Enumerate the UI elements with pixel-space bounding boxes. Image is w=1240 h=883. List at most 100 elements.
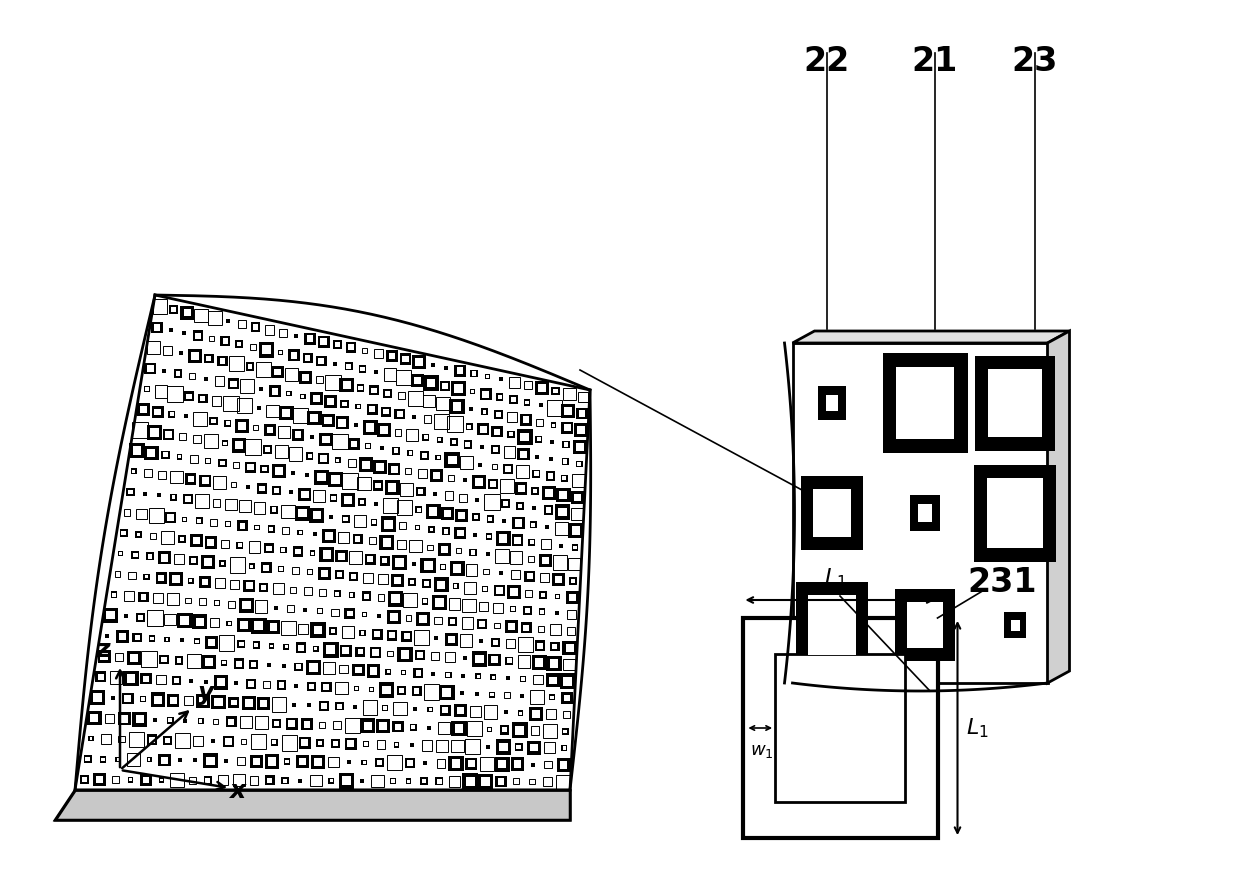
Bar [464,582,476,593]
Bar [370,667,377,675]
Bar [434,577,449,592]
Bar [510,606,516,612]
Bar [198,720,202,723]
Bar [503,446,516,457]
Bar [335,342,340,347]
Bar [269,527,273,532]
Bar [164,452,167,457]
Bar [362,592,371,601]
Bar [342,381,351,389]
Bar [557,488,570,502]
Bar [515,743,522,751]
Bar [456,530,464,537]
Bar [553,555,567,570]
Bar [412,686,422,696]
Bar [401,650,409,659]
Bar [159,777,164,782]
Bar [542,539,551,548]
Bar [86,757,91,761]
Bar [301,718,314,730]
Bar [513,760,521,768]
Bar [490,693,494,697]
Bar [386,390,391,396]
Bar [471,550,475,555]
Bar [174,369,182,378]
Bar [445,633,458,646]
Bar [475,692,479,696]
Bar [133,712,148,727]
Bar [347,610,352,616]
Bar [237,520,248,531]
Bar [547,400,563,416]
Bar [288,606,294,612]
Bar [295,432,301,438]
Bar [398,392,405,399]
Bar [319,433,332,446]
Bar [330,494,337,502]
Bar [1011,620,1019,630]
Bar [506,639,515,648]
Bar [140,406,148,413]
Bar [196,517,203,525]
Bar [162,369,166,373]
Bar [167,514,174,521]
Bar [563,729,567,734]
Bar [479,463,482,466]
Bar [464,441,472,449]
Bar [451,721,466,736]
Bar [360,630,366,637]
Bar [552,424,556,426]
Bar [193,435,201,442]
Bar [521,623,532,633]
Bar [281,735,298,751]
Bar [170,471,184,484]
Bar [537,643,543,649]
Bar [372,520,376,525]
Bar [222,736,234,747]
Bar [304,608,308,612]
Bar [167,593,179,606]
Bar [345,608,355,619]
Bar [495,757,510,772]
Bar [219,461,224,465]
Bar [412,355,427,369]
Bar [160,531,175,545]
Text: 22: 22 [804,45,851,78]
Bar [415,487,425,496]
Bar [450,438,458,446]
Bar [284,758,290,765]
Bar [373,480,383,491]
Bar [500,479,515,494]
Bar [221,562,224,565]
Bar [388,483,397,492]
Bar [195,639,198,643]
Bar [222,661,226,665]
Bar [155,572,167,584]
Bar [502,727,507,732]
Bar [367,404,378,414]
Bar [436,437,443,442]
Bar [250,618,267,634]
Bar [480,445,484,449]
Bar [281,664,285,668]
Bar [516,465,528,478]
Bar [910,495,940,531]
Bar [311,755,325,769]
Bar [471,390,474,393]
Bar [82,777,87,782]
Bar [480,426,486,433]
Bar [231,482,237,487]
Bar [430,528,433,532]
Bar [165,512,176,523]
Bar [428,545,433,550]
Bar [361,631,365,635]
Bar [343,517,347,521]
Bar [567,610,575,619]
Bar [267,663,270,668]
Bar [562,745,568,751]
Bar [304,587,311,595]
Bar [165,637,170,642]
Bar [205,558,212,566]
Bar [290,586,296,592]
Bar [471,651,487,667]
